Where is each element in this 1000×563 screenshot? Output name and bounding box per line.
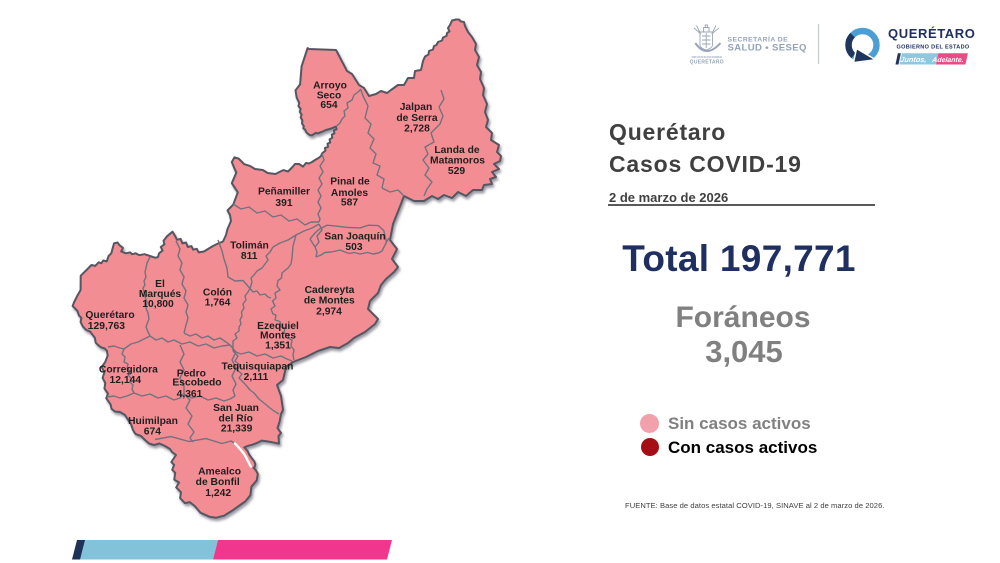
svg-text:Landa de: Landa de [434,145,479,156]
svg-text:QUERÉTARO: QUERÉTARO [888,26,976,41]
svg-text:QUERÉTARO: QUERÉTARO [690,58,724,66]
svg-text:Ezequiel: Ezequiel [257,321,299,332]
svg-text:674: 674 [144,427,161,438]
svg-text:503: 503 [345,242,362,253]
svg-text:Matamoros: Matamoros [430,155,485,166]
svg-text:12,144: 12,144 [110,375,142,386]
svg-text:2,974: 2,974 [316,306,342,317]
svg-text:de Bonfil: de Bonfil [196,477,240,488]
svg-text:Seco: Seco [317,90,342,101]
svg-text:10,800: 10,800 [142,299,174,310]
svg-text:Pinal de: Pinal de [330,177,370,188]
svg-text:PODER EJECUTIVO DEL ESTADO DE: PODER EJECUTIVO DEL ESTADO DE QUERÉTARO [692,54,722,59]
svg-text:Colón: Colón [203,288,232,299]
svg-text:Amealco: Amealco [198,467,241,478]
svg-text:SALUD • SESEQ: SALUD • SESEQ [728,43,808,54]
svg-text:129,763: 129,763 [88,321,125,332]
svg-text:Escobedo: Escobedo [172,377,221,388]
svg-text:1,242: 1,242 [205,488,231,499]
svg-text:Adelante.: Adelante. [931,57,964,64]
svg-text:1,351: 1,351 [265,341,291,352]
svg-text:391: 391 [275,198,292,209]
svg-text:2,111: 2,111 [244,372,269,383]
svg-text:San Joaquín: San Joaquín [324,232,385,243]
svg-text:Tequisquiapan: Tequisquiapan [222,361,294,372]
svg-text:Arroyo: Arroyo [313,81,347,92]
svg-text:El: El [155,279,165,290]
svg-text:Corregidora: Corregidora [99,364,158,375]
svg-text:2,728: 2,728 [404,124,430,135]
svg-text:SECRETARÍA DE: SECRETARÍA DE [728,35,789,44]
svg-text:654: 654 [320,100,337,111]
svg-text:Marqués: Marqués [139,289,182,300]
svg-text:Tolimán: Tolimán [230,240,269,251]
svg-text:Juntos,: Juntos, [900,55,927,64]
svg-text:de Serra: de Serra [396,113,437,124]
svg-text:GOBIERNO DEL ESTADO: GOBIERNO DEL ESTADO [897,45,970,51]
svg-text:San Juan: San Juan [213,403,259,414]
svg-text:Amoles: Amoles [331,188,368,199]
svg-text:811: 811 [241,251,258,262]
svg-text:4,361: 4,361 [177,389,203,400]
svg-text:587: 587 [341,197,358,208]
svg-text:Jalpan: Jalpan [400,102,433,113]
svg-text:Pedro: Pedro [177,368,206,379]
svg-text:Montes: Montes [260,331,296,342]
svg-text:Peñamiller: Peñamiller [258,187,310,198]
svg-text:de Montes: de Montes [304,296,355,307]
svg-text:Cadereyta: Cadereyta [305,285,355,296]
svg-text:1,764: 1,764 [205,298,231,309]
svg-text:del Río: del Río [219,414,253,425]
svg-text:Querétaro: Querétaro [85,310,134,321]
svg-text:Huimilpan: Huimilpan [128,416,178,427]
svg-text:529: 529 [448,166,465,177]
svg-text:21,339: 21,339 [221,424,253,435]
